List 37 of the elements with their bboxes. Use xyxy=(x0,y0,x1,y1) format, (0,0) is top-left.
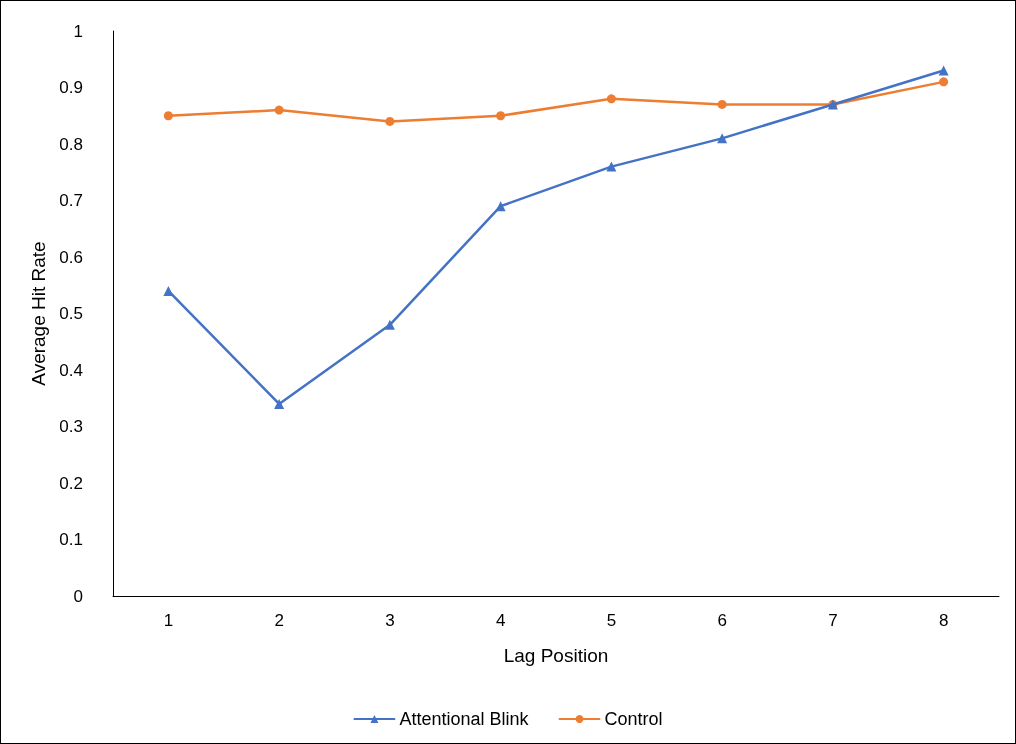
x-axis-title: Lag Position xyxy=(503,645,609,666)
y-axis-title: Average Hit Rate xyxy=(28,241,49,386)
point xyxy=(938,65,949,76)
y-tick-label: 0.5 xyxy=(59,304,83,323)
y-tick-label: 0.3 xyxy=(59,417,83,436)
x-tick-label: 3 xyxy=(385,611,395,630)
x-tick-label: 8 xyxy=(938,611,949,630)
y-tick-label: 0.9 xyxy=(59,78,83,97)
x-tick-label: 6 xyxy=(717,611,727,630)
point xyxy=(606,161,617,172)
point xyxy=(939,77,949,87)
point xyxy=(163,111,173,121)
y-tick-label: 0.6 xyxy=(59,247,83,267)
point xyxy=(274,398,285,409)
y-tick-label: 0.2 xyxy=(59,473,83,493)
y-tick-label: 0.8 xyxy=(59,134,83,154)
y-tick-label: 0.7 xyxy=(59,191,83,210)
x-tick-label: 2 xyxy=(274,611,284,630)
point xyxy=(495,201,506,212)
legend-label: Control xyxy=(604,709,663,729)
point xyxy=(717,99,727,109)
y-tick-label: 0.1 xyxy=(59,530,83,549)
point xyxy=(717,133,728,144)
x-tick-label: 7 xyxy=(828,611,838,630)
y-tick-label: 0 xyxy=(73,586,83,606)
legend-label: Attentional Blink xyxy=(399,709,530,729)
x-tick-label: 5 xyxy=(606,611,617,630)
point xyxy=(385,116,395,126)
point xyxy=(274,105,284,115)
point xyxy=(384,319,395,330)
x-tick-label: 1 xyxy=(163,611,174,630)
point xyxy=(496,111,506,121)
y-tick-label: 1 xyxy=(73,21,83,41)
y-tick-label: 0.4 xyxy=(59,360,83,380)
point xyxy=(606,94,616,104)
point xyxy=(163,285,174,296)
x-tick-label: 4 xyxy=(495,611,506,630)
